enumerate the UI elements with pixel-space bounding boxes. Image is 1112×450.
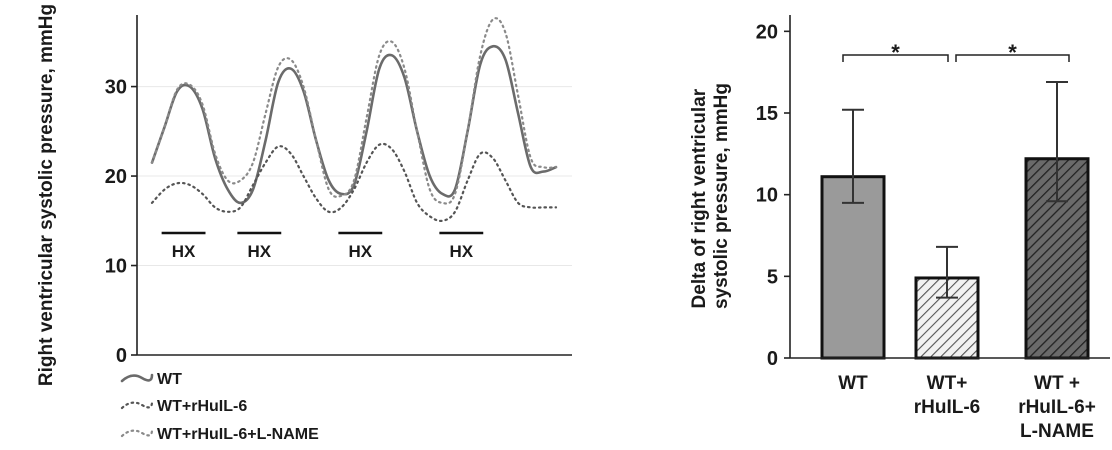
bar-1 xyxy=(820,175,886,360)
legend-label: WT+rHuIL-6+L-NAME xyxy=(157,426,319,443)
bar-y-tick-label: 20 xyxy=(756,21,778,43)
line-y-tick-label: 10 xyxy=(105,256,127,278)
bar-chart-y-ticks: 0 5 10 15 20 xyxy=(756,21,790,370)
significance-star: * xyxy=(891,40,900,65)
line-series-wt xyxy=(150,44,558,205)
line-series-wt-rhuil-6 xyxy=(150,142,558,223)
bar-y-tick-label: 10 xyxy=(756,185,778,207)
hx-label: HX xyxy=(349,242,373,261)
legend-swatch xyxy=(120,400,154,410)
bar-category-label: WT xyxy=(838,373,868,394)
bar-chart-y-axis-title: Delta of right ventricular systolic pres… xyxy=(689,83,732,309)
bar-y-tick-label: 5 xyxy=(767,266,778,288)
line-series-group xyxy=(150,17,558,223)
legend-swatch xyxy=(120,428,154,438)
bar-y-tick-label: 0 xyxy=(767,348,778,370)
line-series-wt-rhuil-6-l-name xyxy=(150,17,558,205)
legend-label: WT xyxy=(157,371,182,388)
hx-label: HX xyxy=(248,242,272,261)
error-bar-group xyxy=(842,80,1068,299)
significance-bracket xyxy=(842,54,949,62)
line-chart-legend: WT WT+rHuIL-6 WT+rHuIL-6+L-NAME xyxy=(120,371,319,443)
significance-bracket xyxy=(955,54,1070,62)
bar-category-label: WT + rHuIL-6+ L-NAME xyxy=(1018,373,1096,442)
hx-label: HX xyxy=(450,242,474,261)
hx-label: HX xyxy=(172,242,196,261)
line-chart: HX HX HX HX 0 10 20 30 Right ventricular systo… xyxy=(36,4,572,443)
significance-brackets: * * xyxy=(842,40,1070,65)
bar-chart-category-labels: WT WT+ rHuIL-6 WT + rHuIL-6+ L-NAME xyxy=(838,373,1096,442)
bar-category-label: WT+ rHuIL-6 xyxy=(914,373,981,418)
bar-group xyxy=(820,157,1090,360)
bar-y-tick-label: 15 xyxy=(756,103,778,125)
significance-star: * xyxy=(1008,40,1017,65)
line-chart-y-axis-title: Right ventricular systolic pressure, mmH… xyxy=(36,4,57,386)
legend-label: WT+rHuIL-6 xyxy=(157,398,247,415)
line-y-tick-label: 30 xyxy=(105,77,127,99)
line-y-tick-label: 20 xyxy=(105,166,127,188)
legend-swatch xyxy=(120,373,154,383)
line-y-tick-label: 0 xyxy=(116,345,127,367)
line-chart-y-ticks: 0 10 20 30 xyxy=(105,77,137,367)
hx-annotations: HX HX HX HX xyxy=(161,231,484,261)
